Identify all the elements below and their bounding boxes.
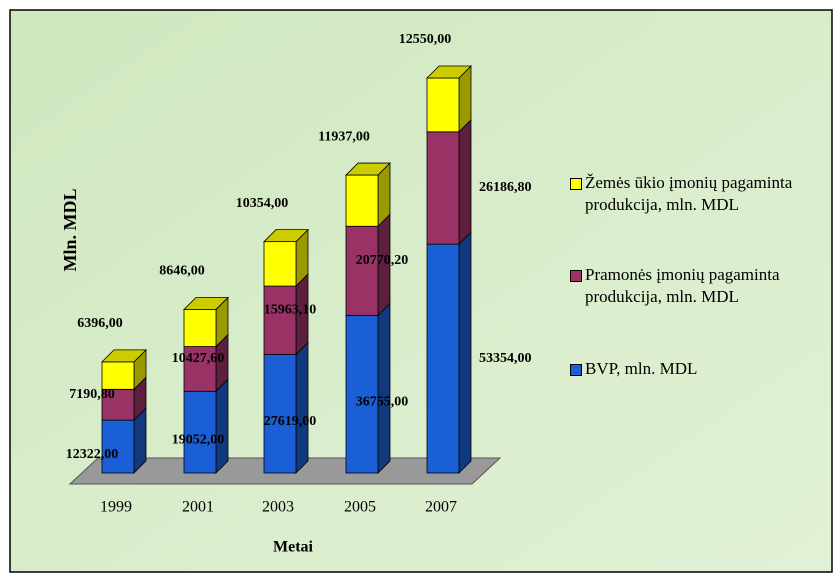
bar <box>263 241 297 287</box>
bar <box>183 309 217 347</box>
bar <box>183 390 217 474</box>
value-label: 15963,10 <box>264 303 317 318</box>
bar <box>101 361 135 390</box>
bar-side <box>458 231 472 474</box>
legend-label: BVP, mln. MDL <box>585 359 698 378</box>
legend-swatch <box>570 270 582 282</box>
bar-side <box>458 118 472 246</box>
legend-swatch <box>570 178 582 190</box>
bar-side <box>295 341 309 474</box>
value-label: 11937,00 <box>318 129 370 144</box>
value-label: 7190,80 <box>69 387 115 402</box>
value-label: 19052,00 <box>172 432 225 447</box>
legend-swatch <box>570 364 582 376</box>
value-label: 20770,20 <box>356 253 409 268</box>
x-tick-label: 2001 <box>182 499 214 516</box>
legend-label: Pramonės įmonių pagaminta produkcija, ml… <box>585 265 780 306</box>
bar <box>426 77 460 133</box>
bar <box>426 131 460 245</box>
bar-side <box>215 378 229 474</box>
bar <box>345 174 379 227</box>
bar-top <box>345 162 391 176</box>
bar <box>345 225 379 316</box>
x-tick-label: 2005 <box>344 499 376 516</box>
bar <box>263 285 297 355</box>
value-label: 10427,60 <box>172 351 225 366</box>
value-label: 53354,00 <box>479 351 532 366</box>
value-label: 26186,80 <box>479 180 532 195</box>
bar <box>183 346 217 392</box>
bar-top <box>101 349 147 363</box>
y-axis-title: Mln. MDL <box>60 189 80 272</box>
legend-label: Žemės ūkio įmonių pagaminta produkcija, … <box>585 173 793 214</box>
bar-top <box>183 297 229 310</box>
value-label: 36755,00 <box>356 394 409 409</box>
bar <box>345 314 379 474</box>
value-label: 10354,00 <box>236 196 289 211</box>
value-label: 12550,00 <box>399 32 452 47</box>
x-tick-label: 1999 <box>100 499 132 516</box>
value-label: 27619,00 <box>264 414 317 429</box>
x-tick-label: 2007 <box>425 499 457 516</box>
bar <box>426 243 460 474</box>
value-label: 8646,00 <box>159 264 205 279</box>
bar <box>263 354 297 474</box>
bar-side <box>377 302 391 474</box>
value-label: 12322,00 <box>66 447 119 462</box>
x-axis-title: Metai <box>273 539 314 556</box>
value-label: 6396,00 <box>77 316 123 331</box>
x-tick-label: 2003 <box>262 499 294 516</box>
bar-top <box>426 65 472 79</box>
bar-top <box>263 229 309 243</box>
